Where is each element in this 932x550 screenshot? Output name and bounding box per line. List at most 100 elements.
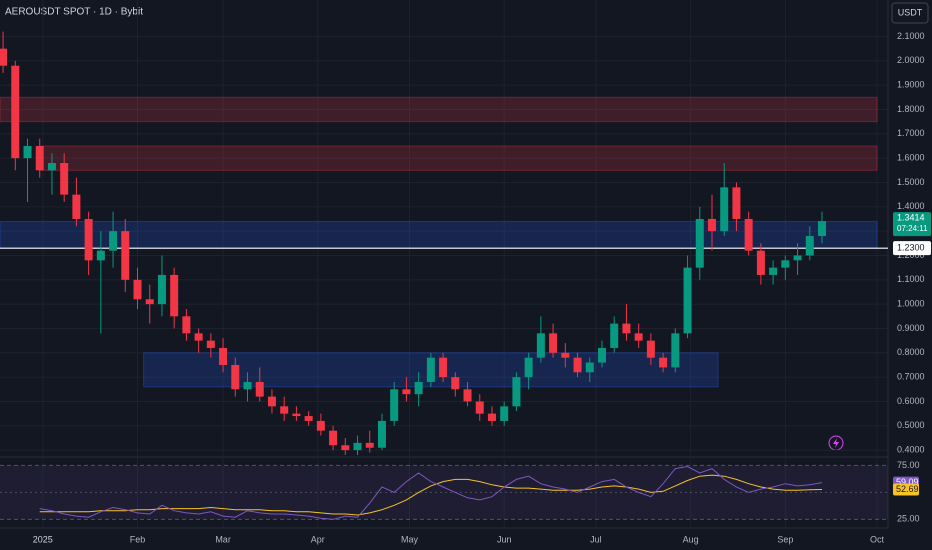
candle-body xyxy=(341,445,350,451)
candle-body xyxy=(60,163,69,195)
candle-body xyxy=(133,279,142,300)
candle-body xyxy=(524,357,533,378)
candle-body xyxy=(96,250,105,261)
candle-body xyxy=(72,194,81,219)
candle-body xyxy=(707,218,716,232)
y-tick-label: 1.4000 xyxy=(897,201,925,211)
candle-body xyxy=(720,187,729,232)
candle-body xyxy=(769,267,778,275)
candle-body xyxy=(756,250,765,275)
candle-body xyxy=(439,357,448,378)
y-tick-label: 1.6000 xyxy=(897,153,925,163)
candle-body xyxy=(426,357,435,383)
candle-body xyxy=(402,389,411,395)
candle-body xyxy=(267,396,276,407)
rsi-ma-value-label: 52.69 xyxy=(896,484,919,494)
candle-body xyxy=(610,323,619,348)
candle-body xyxy=(463,389,472,402)
x-tick-label: Mar xyxy=(215,534,231,544)
candle-body xyxy=(561,352,570,358)
chart-title: AEROUSDT SPOT · 1D · Bybit xyxy=(5,7,143,18)
y-tick-label: 1.9000 xyxy=(897,80,925,90)
candle-body xyxy=(157,274,166,305)
y-tick-label: 2.0000 xyxy=(897,55,925,65)
candle-body xyxy=(365,442,374,448)
y-tick-label: 0.7000 xyxy=(897,372,925,382)
candle-body xyxy=(805,236,814,256)
candle-body xyxy=(182,316,191,334)
y-tick-label: 1.7000 xyxy=(897,128,925,138)
candle-body xyxy=(377,420,386,448)
candle-body xyxy=(194,333,203,341)
y-tick-label: 1.0000 xyxy=(897,299,925,309)
candle-body xyxy=(35,145,44,171)
y-tick-label: 1.5000 xyxy=(897,177,925,187)
candle-body xyxy=(304,416,313,421)
candle-body xyxy=(390,389,399,421)
candle-body xyxy=(536,333,545,358)
y-tick-label: 0.4000 xyxy=(897,445,925,455)
y-tick-label: 0.9000 xyxy=(897,323,925,333)
candle-body xyxy=(573,357,582,373)
zone xyxy=(39,145,878,171)
hline-box xyxy=(893,241,931,256)
x-tick-label: May xyxy=(401,534,419,544)
rsi-ma-value-box xyxy=(893,483,919,496)
x-tick-label: Aug xyxy=(683,534,699,544)
candle-body xyxy=(231,364,240,390)
candle-body xyxy=(353,442,362,451)
x-tick-label: Apr xyxy=(311,534,325,544)
candle-body xyxy=(243,382,252,390)
x-tick-label: Sep xyxy=(777,534,793,544)
y-tick-label: 0.8000 xyxy=(897,347,925,357)
candle-body xyxy=(0,48,8,66)
alert-icon[interactable] xyxy=(833,438,839,448)
candle-body xyxy=(781,260,790,268)
candle-body xyxy=(622,323,631,334)
rsi-value-label: 59.09 xyxy=(896,477,919,487)
candle-body xyxy=(671,333,680,368)
candle-body xyxy=(549,333,558,353)
candle-body xyxy=(475,401,484,414)
candle-body xyxy=(84,218,93,261)
last-price-label: 1.3414 xyxy=(897,212,925,222)
candle-body xyxy=(414,382,423,395)
candle-body xyxy=(695,218,704,268)
y-tick-label: 1.8000 xyxy=(897,104,925,114)
y-tick-label: 2.1000 xyxy=(897,31,925,41)
rsi-line xyxy=(39,465,823,520)
candle-body xyxy=(329,430,338,446)
candle-body xyxy=(47,163,56,171)
candle-body xyxy=(487,413,496,421)
zone xyxy=(0,96,878,123)
countdown-label: 07:24:11 xyxy=(897,224,928,233)
candle-body xyxy=(744,218,753,251)
currency-label[interactable]: USDT xyxy=(898,7,923,17)
currency-button[interactable] xyxy=(891,2,929,24)
y-tick-label: 1.1000 xyxy=(897,274,925,284)
x-tick-label: Feb xyxy=(130,534,146,544)
y-tick-label: 0.6000 xyxy=(897,396,925,406)
zone xyxy=(0,220,878,249)
candle-body xyxy=(732,187,741,219)
candle-body xyxy=(597,347,606,363)
rsi-tick-label: 75.00 xyxy=(897,460,920,470)
candle-body xyxy=(170,274,179,317)
candle-body xyxy=(219,347,228,365)
candle-body xyxy=(659,357,668,368)
last-price-box xyxy=(893,212,931,237)
hline-label: 1.2300 xyxy=(897,243,925,253)
candle-body xyxy=(255,382,264,397)
candle-body xyxy=(817,221,826,237)
candle-body xyxy=(585,362,594,373)
candle-body xyxy=(512,377,521,407)
x-tick-label: 2025 xyxy=(33,534,53,544)
candle-body xyxy=(500,406,509,421)
candle-body xyxy=(683,267,692,334)
candle-body xyxy=(145,299,154,305)
x-tick-label: Oct xyxy=(870,534,885,544)
candle-body xyxy=(634,333,643,341)
candle-body xyxy=(11,65,20,159)
